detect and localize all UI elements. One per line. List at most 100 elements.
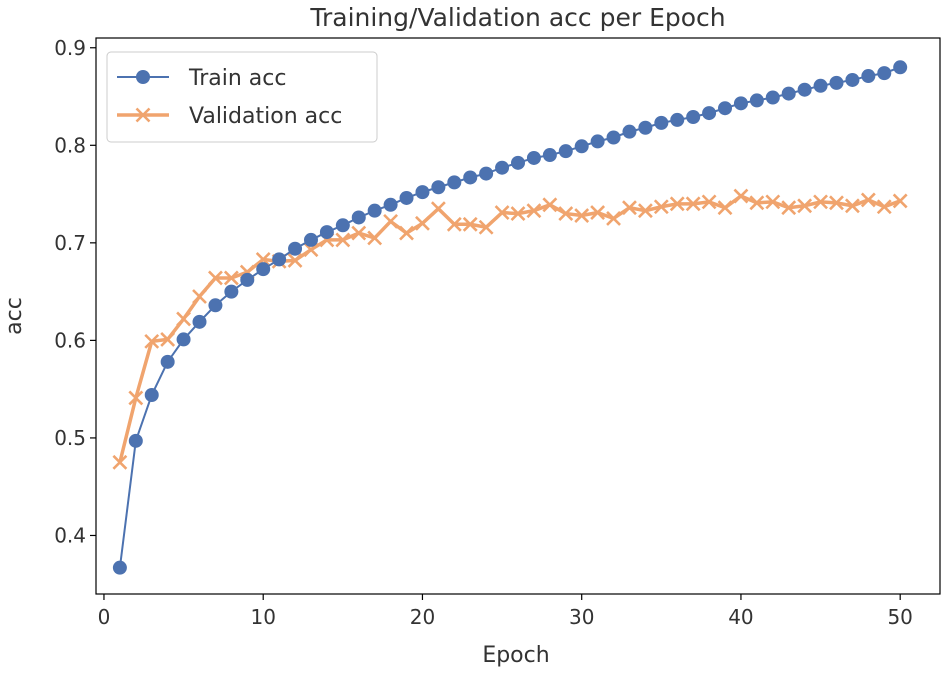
data-point: [622, 200, 637, 216]
x-tick-label: 50: [887, 605, 912, 629]
data-point: [223, 270, 239, 286]
data-point: [622, 124, 637, 139]
series-validation-acc: [112, 188, 908, 470]
data-point: [701, 194, 717, 210]
data-point: [892, 193, 908, 209]
data-point: [192, 289, 207, 304]
data-point: [383, 197, 398, 212]
data-point: [574, 139, 589, 154]
y-tick-label: 0.7: [54, 231, 86, 255]
data-point: [797, 82, 812, 97]
legend-box: [106, 51, 378, 143]
data-point: [160, 331, 176, 347]
data-point: [654, 115, 669, 130]
data-point: [447, 175, 462, 190]
data-point: [176, 332, 191, 347]
data-point: [574, 208, 590, 223]
data-point: [813, 194, 828, 210]
data-point: [287, 252, 303, 268]
data-point: [128, 390, 144, 406]
data-point: [765, 194, 781, 210]
data-point: [462, 216, 478, 232]
data-point: [877, 66, 892, 81]
data-point: [829, 75, 844, 90]
data-point: [637, 203, 653, 219]
data-point: [653, 199, 669, 215]
data-point: [669, 196, 685, 212]
y-tick-label: 0.9: [54, 36, 86, 60]
legend: Train acc Validation acc: [106, 51, 378, 143]
data-point: [208, 298, 223, 313]
data-point: [351, 210, 366, 225]
data-point: [351, 225, 367, 241]
legend-item: Validation acc: [117, 104, 342, 129]
data-point: [367, 203, 382, 218]
data-point: [590, 205, 606, 221]
chart-title: Training/Validation acc per Epoch: [309, 3, 725, 32]
data-point: [670, 112, 685, 127]
series-train-acc: [112, 60, 908, 575]
data-point: [192, 314, 207, 329]
data-point: [797, 198, 813, 214]
data-point: [399, 190, 414, 205]
data-point: [717, 200, 733, 216]
data-point: [495, 160, 510, 175]
series-line: [118, 194, 901, 463]
data-point: [733, 96, 748, 111]
x-tick-label: 30: [569, 605, 594, 629]
data-point: [590, 134, 605, 149]
data-point: [511, 155, 525, 170]
data-point: [335, 218, 350, 233]
data-point: [702, 106, 717, 121]
data-point: [112, 560, 127, 575]
data-point: [399, 225, 414, 241]
y-tick-label: 0.8: [54, 133, 86, 157]
data-point: [415, 215, 430, 231]
legend-label: Validation acc: [189, 104, 342, 129]
data-point: [288, 241, 303, 256]
data-point: [463, 170, 478, 185]
x-tick-label: 10: [250, 605, 275, 629]
data-point: [845, 72, 860, 87]
plot-content: [112, 60, 908, 575]
data-point: [160, 354, 175, 369]
data-point: [749, 93, 764, 108]
y-tick-label: 0.4: [54, 523, 86, 547]
data-point: [765, 90, 780, 105]
data-point: [860, 192, 876, 208]
data-point: [446, 216, 462, 232]
x-tick-label: 40: [728, 605, 753, 629]
data-point: [128, 433, 143, 448]
data-point: [558, 144, 573, 159]
data-point: [112, 454, 128, 470]
data-point: [844, 198, 860, 214]
y-tick-label: 0.6: [54, 328, 86, 352]
data-point: [606, 211, 621, 226]
plot-frame: [95, 37, 941, 595]
data-point: [479, 166, 494, 181]
legend-label: Train acc: [188, 66, 286, 91]
data-point: [542, 197, 558, 213]
legend-item: Train acc: [117, 66, 286, 91]
data-point: [606, 130, 621, 145]
data-point: [876, 199, 892, 215]
data-point: [431, 180, 446, 195]
data-point: [319, 225, 334, 240]
y-axis-label: acc: [2, 297, 27, 335]
data-point: [781, 200, 797, 216]
data-point: [256, 262, 271, 277]
data-point: [781, 86, 796, 101]
data-point: [303, 232, 318, 247]
legend-marker: [135, 107, 151, 123]
data-point: [415, 185, 430, 200]
data-point: [240, 272, 255, 287]
data-point: [367, 230, 383, 246]
data-point: [335, 232, 351, 248]
data-point: [272, 252, 287, 267]
y-tick-label: 0.5: [54, 426, 86, 450]
data-point: [861, 69, 876, 84]
data-point: [478, 219, 494, 235]
data-point: [526, 203, 542, 219]
data-point: [829, 195, 844, 211]
x-axis-label: Epoch: [482, 643, 549, 668]
